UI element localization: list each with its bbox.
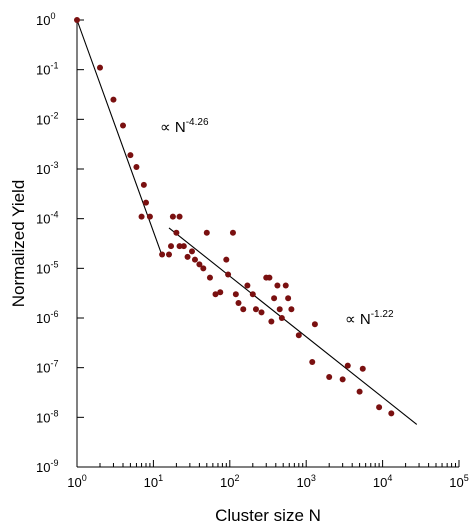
data-point	[173, 229, 180, 236]
data-point	[180, 243, 187, 250]
data-point	[146, 213, 153, 220]
y-tick-label: 10-5	[36, 259, 58, 276]
data-point	[223, 256, 230, 263]
data-point	[274, 282, 281, 289]
data-point	[282, 282, 289, 289]
data-point	[244, 282, 251, 289]
data-point	[127, 152, 134, 159]
fit-annotation: ∝ N-4.26	[160, 117, 209, 136]
data-point	[288, 306, 295, 313]
data-point	[356, 388, 363, 395]
data-point	[206, 274, 213, 281]
y-tick-label: 10-4	[36, 210, 58, 227]
y-tick-label: 10-7	[36, 359, 58, 376]
data-point	[278, 315, 285, 321]
data-point	[229, 229, 236, 236]
data-point	[159, 251, 166, 258]
data-point	[196, 261, 203, 268]
fit-annotation: ∝ N-1.22	[345, 309, 394, 328]
data-point	[74, 17, 80, 23]
data-point	[203, 229, 210, 236]
data-point	[339, 376, 346, 383]
data-point	[376, 404, 383, 411]
y-tick-label: 10-1	[36, 61, 58, 78]
data-point	[140, 181, 147, 188]
y-tick-label: 10-6	[36, 309, 58, 326]
data-point	[285, 295, 292, 302]
y-tick-label: 10-3	[36, 160, 58, 177]
data-point	[110, 96, 117, 103]
y-tick-label: 100	[36, 11, 55, 28]
fit-lines	[76, 19, 418, 425]
data-point	[225, 271, 232, 278]
data-point	[191, 256, 198, 263]
data-point	[276, 306, 283, 313]
data-point	[232, 291, 239, 298]
x-tick-label: 100	[67, 473, 86, 490]
annotations: ∝ N-4.26 ∝ N-1.22	[160, 117, 394, 328]
data-point	[309, 359, 316, 366]
data-point	[176, 243, 183, 250]
y-axis-label: Normalized Yield	[9, 180, 28, 308]
data-point	[176, 213, 183, 220]
data-point	[188, 248, 195, 255]
data-point	[165, 251, 172, 258]
data-point	[142, 199, 149, 206]
data-point	[212, 291, 219, 298]
data-point	[217, 289, 224, 296]
data-point	[326, 373, 333, 380]
y-tick-label: 10-9	[36, 458, 58, 475]
data-point	[344, 362, 351, 369]
data-point	[168, 243, 175, 250]
fit-line	[76, 19, 163, 256]
y-tick-label: 10-2	[36, 110, 58, 127]
x-tick-label: 105	[449, 473, 468, 490]
data-point	[96, 64, 103, 71]
data-point	[249, 291, 256, 298]
data-point	[138, 213, 145, 220]
data-point	[271, 295, 278, 302]
data-point	[235, 300, 242, 307]
data-point	[388, 410, 395, 417]
tick-labels: 100 101 102 103 104 105 100 10-1 10-2 10-3 10-4 10-…	[36, 11, 469, 490]
data-point	[169, 213, 176, 220]
data-point	[268, 318, 275, 325]
data-points	[74, 17, 395, 417]
x-tick-label: 103	[296, 473, 315, 490]
y-tick-label: 10-8	[36, 408, 58, 425]
data-point	[266, 274, 273, 281]
data-point	[252, 306, 259, 313]
data-point	[133, 163, 140, 170]
axis-ticks	[76, 19, 460, 468]
data-point	[240, 306, 247, 313]
data-point	[359, 365, 366, 372]
x-tick-label: 101	[144, 473, 163, 490]
x-tick-label: 102	[220, 473, 239, 490]
data-point	[258, 309, 265, 316]
x-tick-label: 104	[373, 473, 392, 490]
axes-frame	[76, 20, 459, 468]
x-axis-label: Cluster size N	[215, 506, 321, 525]
data-point	[119, 122, 126, 129]
data-point	[184, 253, 191, 260]
data-point	[311, 321, 318, 328]
data-point	[295, 332, 302, 339]
data-point	[200, 265, 207, 272]
fit-line	[168, 227, 418, 425]
